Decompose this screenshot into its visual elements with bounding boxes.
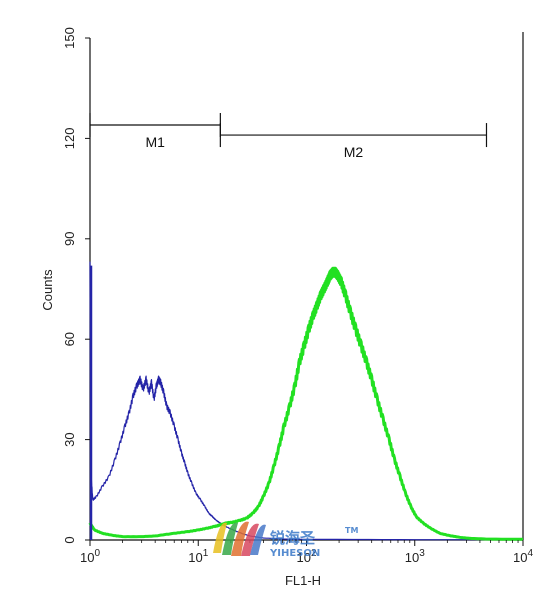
- histogram-line-green: [88, 266, 523, 541]
- y-tick-label: 150: [62, 27, 77, 49]
- watermark-logo: 锐海圣 TM YIHESON: [213, 521, 358, 559]
- y-tick-label: 30: [62, 432, 77, 446]
- histogram-series: [88, 261, 523, 541]
- y-tick-label: 0: [62, 536, 77, 543]
- y-tick-label: 90: [62, 232, 77, 246]
- y-tick-label: 60: [62, 332, 77, 346]
- watermark-trademark: TM: [345, 526, 358, 535]
- x-tick-label: 101: [188, 548, 208, 565]
- watermark-brand-cn: 锐海圣: [270, 529, 316, 547]
- plot-axes: [89, 32, 524, 541]
- x-axis-title: FL1-H: [285, 573, 321, 588]
- axis-ticks: 0 30 60 90 120 150 100 101 102 103 104: [62, 27, 533, 565]
- gate-label: M1: [145, 134, 165, 150]
- gate-label: M2: [344, 144, 364, 160]
- watermark-stripes-icon: [213, 521, 266, 556]
- x-tick-label: 103: [405, 548, 425, 565]
- y-tick-label: 120: [62, 128, 77, 150]
- x-tick-label: 104: [513, 548, 533, 565]
- gate-markers: M1 M2: [89, 113, 488, 160]
- x-tick-label: 100: [80, 548, 100, 565]
- watermark-brand-en: YIHESON: [269, 548, 320, 559]
- histogram-line-blue: [89, 261, 523, 541]
- y-axis-title: Counts: [40, 269, 55, 311]
- x-tick-label: 102: [296, 548, 316, 565]
